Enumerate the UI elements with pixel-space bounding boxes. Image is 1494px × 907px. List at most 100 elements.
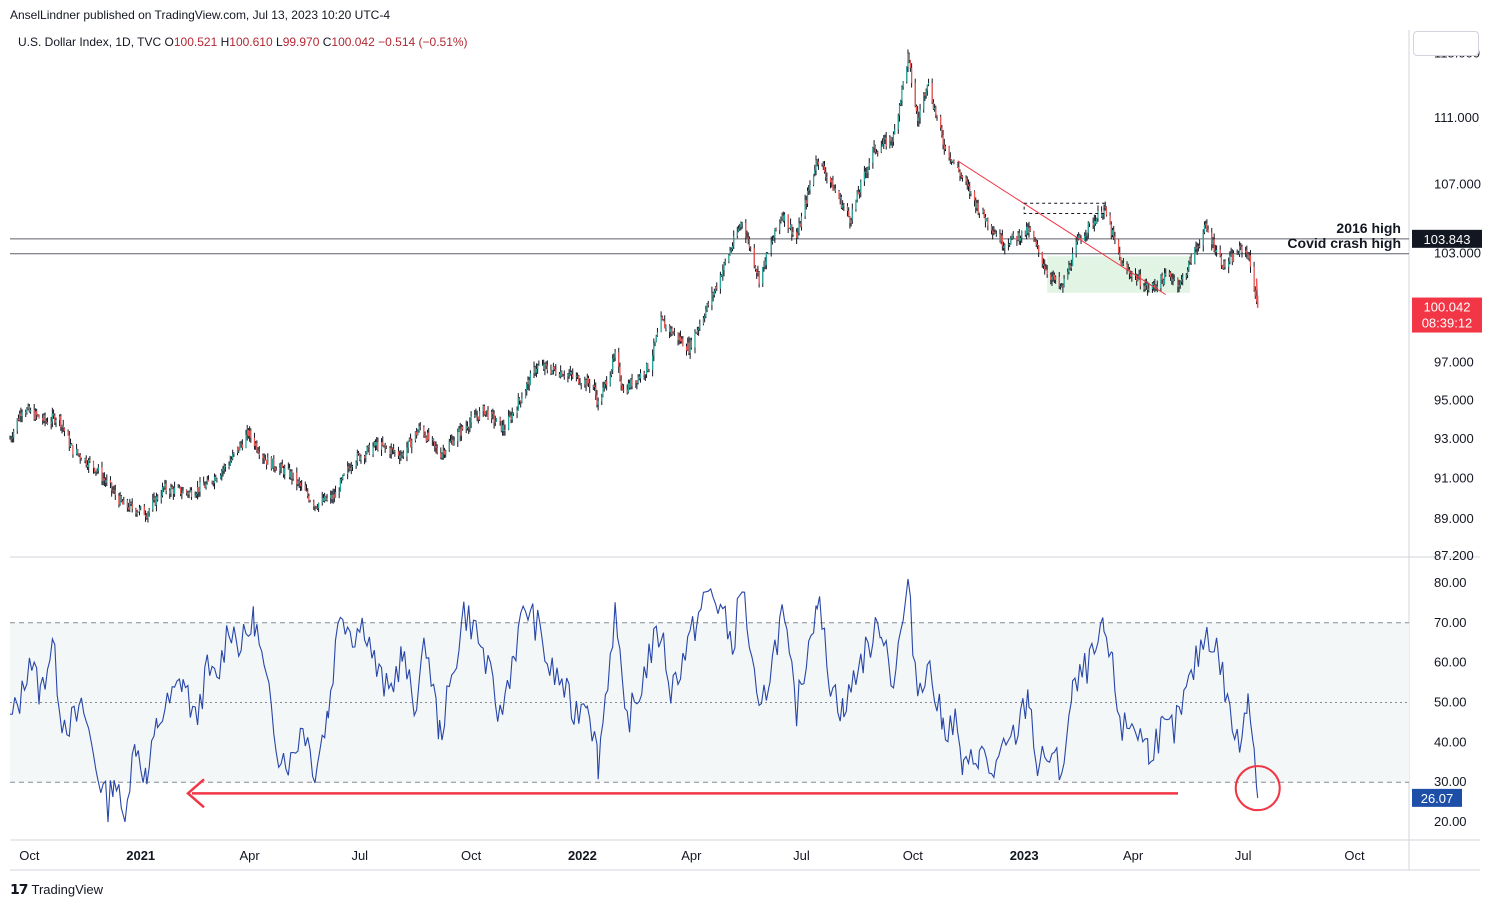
candle-body <box>1080 237 1082 241</box>
candle-body <box>1168 272 1170 276</box>
level-label: Covid crash high <box>1287 235 1401 251</box>
candle-body <box>746 236 748 238</box>
price-tick-label: 107.000 <box>1434 176 1481 191</box>
candle-body <box>292 472 294 479</box>
brand-footer: 𝟭𝟳 TradingView <box>10 881 103 898</box>
candle-body <box>1131 274 1133 277</box>
candle-body <box>384 444 386 448</box>
candle-body <box>1253 266 1255 291</box>
candle-body <box>699 324 701 329</box>
candle-body <box>940 116 942 128</box>
candle-body <box>933 107 936 110</box>
candle-body <box>1036 244 1039 247</box>
candle-body <box>485 411 487 415</box>
candle-body <box>1062 285 1064 287</box>
candle-body <box>399 455 401 459</box>
price-tick-label: 87.200 <box>1434 548 1474 563</box>
candle-body <box>205 483 207 488</box>
candle-body <box>753 248 755 267</box>
candle-body <box>29 409 32 412</box>
time-tick-label: 2021 <box>126 848 155 863</box>
candle-body <box>677 332 679 341</box>
candle-body <box>856 191 858 200</box>
candle-body <box>61 425 63 428</box>
candle-body <box>432 439 435 442</box>
candle-body <box>681 338 683 342</box>
rsi-axis[interactable]: 80.00 70.00 60.00 50.00 40.00 30.00 20.00 <box>1434 575 1467 829</box>
brand-name: TradingView <box>31 882 104 897</box>
candle-body <box>1088 222 1091 224</box>
candle-body <box>470 416 472 423</box>
candle-body <box>458 428 460 432</box>
candle-body <box>160 495 162 500</box>
low-label: L <box>276 35 283 49</box>
candle-body <box>1222 265 1224 269</box>
candle-body <box>45 420 47 423</box>
candle-body <box>16 418 18 431</box>
candle-body <box>838 191 840 199</box>
candle-body <box>629 383 631 388</box>
high-value: 100.610 <box>229 35 273 49</box>
candle-body <box>119 496 121 505</box>
candle-body <box>779 220 781 231</box>
candle-body <box>796 231 798 238</box>
candle-body <box>1034 240 1036 242</box>
candle-body <box>1027 226 1029 234</box>
price-axis[interactable]: 115.000111.000107.000103.00097.00095.000… <box>1434 46 1481 563</box>
candle-body <box>589 383 591 388</box>
candle-body <box>1212 239 1214 245</box>
candle-body <box>1120 257 1122 266</box>
candle-body <box>866 172 868 174</box>
candle-body <box>518 398 521 401</box>
time-axis[interactable]: Oct 2021 Apr Jul Oct 2022 Apr Jul Oct 2023 Apr Jul O… <box>19 848 1365 863</box>
candle-body <box>400 455 402 459</box>
candle-body <box>1154 284 1156 288</box>
candle-body <box>389 447 391 455</box>
candle-body <box>1188 261 1190 270</box>
candle-body <box>223 465 225 470</box>
candle-body <box>775 228 777 231</box>
candle-body <box>1085 235 1087 237</box>
candle-body <box>428 432 430 440</box>
candle-body <box>766 252 769 254</box>
candle-body <box>936 115 938 117</box>
candle-body <box>941 127 943 136</box>
candle-body <box>601 396 603 402</box>
candle-body <box>326 498 328 501</box>
candle-body <box>212 482 214 484</box>
candle-body <box>555 369 557 375</box>
candle-body <box>114 490 116 496</box>
candle-body <box>966 181 968 185</box>
candle-body <box>529 373 531 386</box>
candle-body <box>976 202 978 209</box>
candle-body <box>1053 274 1056 280</box>
time-tick-label: Jul <box>793 848 810 863</box>
candle-body <box>575 375 577 377</box>
candle-body <box>34 411 37 420</box>
candle-body <box>123 500 125 505</box>
candle-body <box>884 137 886 140</box>
candle-body <box>1070 265 1072 269</box>
candle-body <box>1182 276 1184 280</box>
rsi-tick-label: 50.00 <box>1434 694 1467 709</box>
candle-body <box>984 217 987 222</box>
candle-body <box>1207 229 1209 233</box>
candle-body <box>890 137 892 142</box>
candle-body <box>1214 250 1216 253</box>
rsi-line <box>9 578 1259 823</box>
candle-body <box>21 412 23 417</box>
candle-body <box>949 157 951 160</box>
candle-body <box>219 475 222 479</box>
candle-body <box>1236 253 1238 255</box>
candle-body <box>406 447 408 457</box>
candle-body <box>1172 279 1174 281</box>
candle-body <box>80 458 83 461</box>
candle-body <box>973 191 976 201</box>
candle-body <box>425 436 427 442</box>
candle-body <box>299 482 302 486</box>
scale-button[interactable] <box>1413 31 1479 56</box>
candle-body <box>627 383 630 393</box>
candle-body <box>69 444 72 447</box>
candle-body <box>182 490 184 494</box>
candle-body <box>678 336 680 341</box>
